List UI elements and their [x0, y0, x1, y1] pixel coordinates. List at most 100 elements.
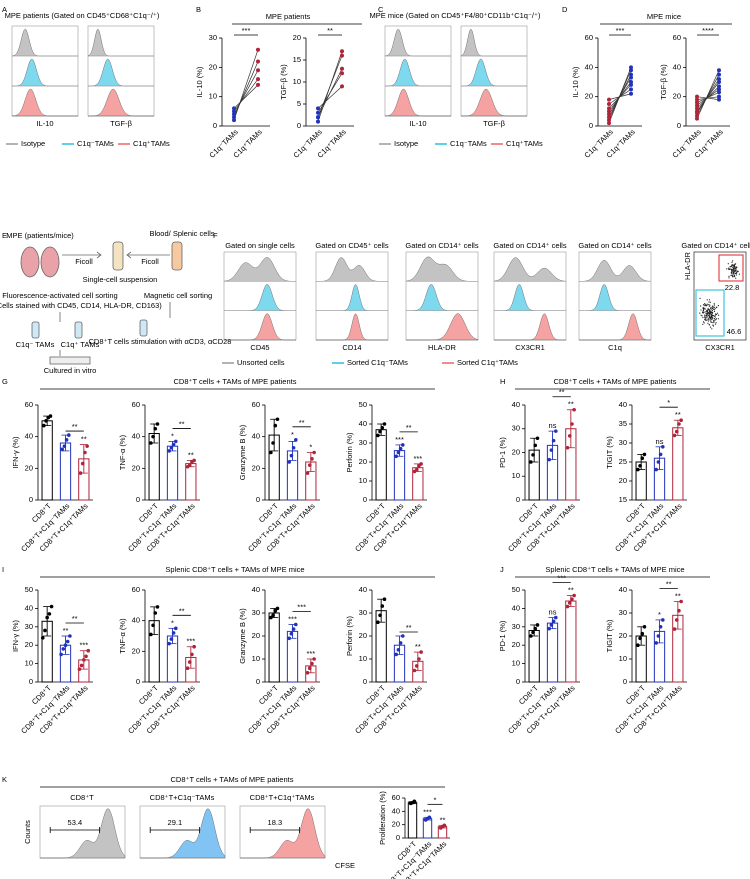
- data-point: [86, 648, 91, 653]
- event-dot: [709, 301, 712, 303]
- event-dot: [712, 308, 714, 310]
- data-point: [607, 97, 611, 102]
- axis-label: Counts: [23, 820, 32, 844]
- data-point: [153, 426, 158, 431]
- event-dot: [732, 268, 735, 270]
- data-point: [307, 463, 312, 467]
- panel-letter: I: [2, 565, 4, 574]
- data-point: [629, 80, 633, 84]
- data-point: [316, 115, 320, 120]
- event-dot: [734, 275, 736, 277]
- significance-label: **: [675, 410, 681, 419]
- data-point: [316, 119, 320, 124]
- event-dot: [706, 312, 708, 314]
- histogram: [385, 58, 451, 87]
- y-tick-label: 10: [209, 92, 217, 101]
- panel-title: CD8⁺T cells + TAMs of MPE patients: [554, 377, 677, 386]
- y-tick-label: 60: [673, 33, 681, 42]
- event-dot: [708, 309, 710, 311]
- event-dot: [712, 305, 714, 307]
- histogram: [315, 283, 389, 311]
- event-dot: [705, 305, 707, 307]
- significance-label: **: [179, 606, 185, 615]
- significance-label: ns: [656, 437, 664, 446]
- panel-letter: G: [2, 377, 8, 386]
- histogram: [11, 28, 78, 57]
- pair-line: [317, 55, 343, 118]
- histogram: [494, 313, 566, 341]
- y-tick-label: 30: [25, 622, 33, 631]
- histogram: [224, 313, 296, 341]
- data-point: [256, 47, 260, 52]
- event-dot: [700, 309, 702, 311]
- y-tick-label: 10: [25, 659, 33, 668]
- histogram: [223, 257, 297, 282]
- event-dot: [728, 275, 730, 277]
- data-point: [661, 618, 665, 622]
- data-point: [310, 457, 314, 461]
- significance-label: *: [309, 442, 312, 451]
- event-dot: [732, 271, 734, 273]
- event-dot: [704, 308, 706, 310]
- data-point: [607, 118, 611, 123]
- event-dot: [707, 314, 709, 316]
- data-point: [572, 407, 576, 412]
- y-tick-label: 40: [25, 603, 33, 612]
- data-point: [67, 433, 71, 437]
- significance-label: **: [179, 419, 185, 428]
- event-dot: [706, 303, 708, 305]
- data-point: [190, 652, 194, 657]
- data-point: [232, 115, 236, 120]
- histogram: [461, 58, 527, 87]
- data-point: [47, 612, 52, 616]
- y-tick-label: 0: [363, 495, 367, 504]
- panel-title: CD8⁺T cells + TAMs of MPE patients: [174, 377, 297, 386]
- event-dot: [709, 307, 712, 309]
- y-tick-label: 20: [132, 646, 140, 655]
- histogram: [405, 256, 479, 282]
- data-point: [256, 59, 260, 64]
- event-dot: [727, 263, 729, 265]
- bar: [565, 600, 577, 683]
- legend-label: Isotype: [394, 139, 418, 148]
- histogram: [88, 58, 154, 87]
- significance-label: ***: [616, 26, 625, 35]
- event-dot: [713, 310, 716, 313]
- event-dot: [715, 314, 718, 316]
- data-point: [677, 608, 681, 613]
- event-dot: [733, 266, 736, 268]
- gate-header: Gated on CD14⁺ cells: [405, 241, 478, 250]
- tube: [171, 241, 183, 271]
- y-tick-label: 20: [209, 62, 217, 71]
- data-point: [64, 438, 69, 442]
- y-tick-label: 20: [619, 476, 627, 485]
- data-point: [167, 641, 171, 646]
- data-point: [551, 438, 556, 443]
- significance-label: *: [171, 618, 174, 627]
- event-dot: [708, 301, 710, 303]
- y-tick-label: 25: [619, 457, 627, 466]
- label: Cultured in vitro: [44, 366, 97, 375]
- data-point: [551, 619, 556, 624]
- pair-line: [317, 73, 343, 113]
- data-point: [607, 102, 611, 106]
- histogram: [11, 88, 78, 117]
- data-point: [396, 450, 401, 455]
- data-point: [43, 628, 47, 633]
- y-tick-label: 0: [29, 495, 33, 504]
- data-point: [629, 91, 633, 96]
- data-point: [717, 84, 721, 89]
- legend-label: Unsorted cells: [237, 358, 285, 367]
- data-point: [414, 664, 419, 668]
- y-tick-label: 60: [132, 585, 140, 594]
- event-dot: [704, 303, 706, 305]
- data-point: [382, 597, 387, 601]
- significance-label: **: [568, 586, 574, 595]
- data-point: [640, 456, 645, 461]
- event-dot: [702, 323, 704, 325]
- event-dot: [731, 264, 733, 266]
- event-dot: [733, 273, 735, 275]
- y-tick-label: 10: [359, 654, 367, 663]
- data-point: [294, 438, 298, 442]
- label: Ficoll: [75, 257, 93, 266]
